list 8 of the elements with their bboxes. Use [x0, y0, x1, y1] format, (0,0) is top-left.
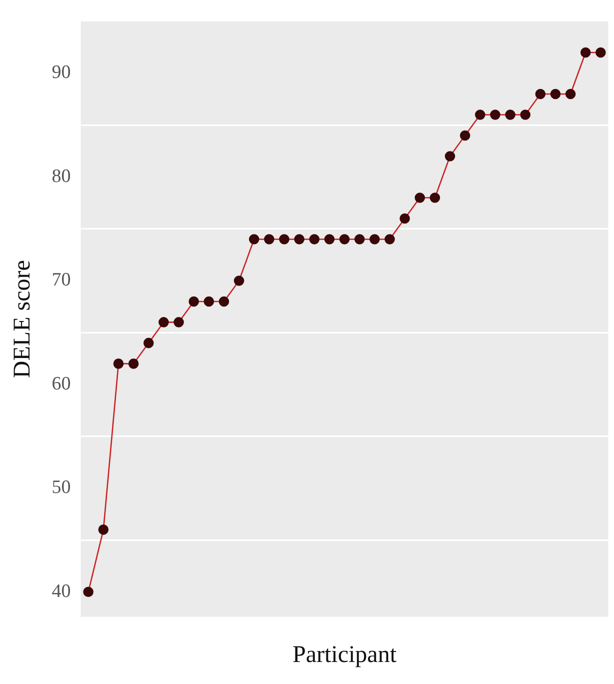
x-axis-title: Participant — [292, 642, 397, 668]
y-tick-label: 60 — [52, 373, 71, 394]
y-tick-label: 80 — [52, 166, 71, 187]
y-tick-label: 50 — [52, 477, 71, 498]
y-tick-label: 90 — [52, 62, 71, 84]
y-tick-label: 70 — [52, 270, 71, 291]
y-tick-label: 40 — [52, 580, 71, 602]
y-axis-title: DELE score — [10, 260, 36, 378]
